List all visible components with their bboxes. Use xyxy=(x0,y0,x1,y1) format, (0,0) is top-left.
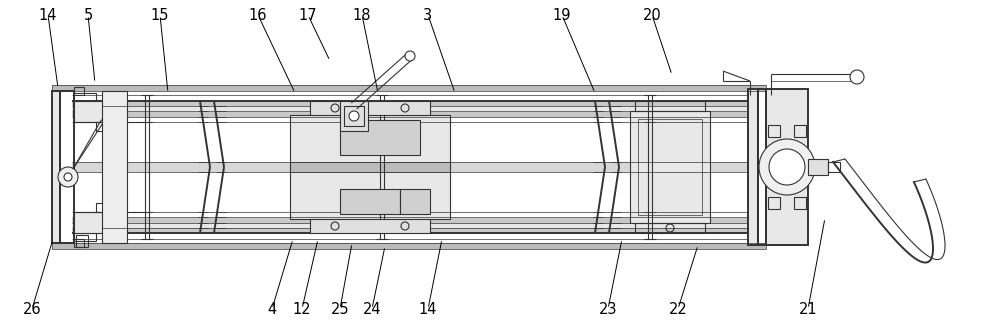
Bar xyxy=(808,159,828,175)
Bar xyxy=(96,203,114,212)
Bar xyxy=(52,85,766,91)
Bar xyxy=(290,162,450,172)
Text: 18: 18 xyxy=(353,7,371,23)
Bar xyxy=(290,115,450,219)
Text: 20: 20 xyxy=(643,7,661,23)
Bar xyxy=(52,243,766,249)
Bar xyxy=(310,101,430,115)
Text: 25: 25 xyxy=(331,301,349,317)
Bar xyxy=(74,93,96,101)
Circle shape xyxy=(349,111,359,121)
Circle shape xyxy=(759,139,815,195)
Bar xyxy=(76,235,88,247)
Circle shape xyxy=(58,167,78,187)
Bar xyxy=(74,101,114,122)
Text: 3: 3 xyxy=(423,7,433,23)
Text: 24: 24 xyxy=(363,301,381,317)
Bar xyxy=(72,228,748,233)
Text: 4: 4 xyxy=(267,301,277,317)
Bar xyxy=(748,89,758,245)
Bar xyxy=(74,87,84,95)
Bar xyxy=(768,125,780,137)
Bar xyxy=(828,162,840,172)
Bar xyxy=(635,101,705,111)
Text: 22: 22 xyxy=(669,301,687,317)
Bar xyxy=(52,91,60,243)
Text: 21: 21 xyxy=(799,301,817,317)
Text: 26: 26 xyxy=(23,301,41,317)
Bar xyxy=(344,106,364,126)
Bar xyxy=(74,239,84,247)
Bar xyxy=(638,119,702,215)
Bar xyxy=(794,197,806,209)
Bar xyxy=(52,85,766,91)
Circle shape xyxy=(850,70,864,84)
Circle shape xyxy=(64,173,72,181)
Bar xyxy=(310,219,430,233)
Text: 17: 17 xyxy=(299,7,317,23)
Bar xyxy=(766,89,808,245)
Bar xyxy=(72,112,748,117)
Bar xyxy=(102,91,127,243)
Bar xyxy=(72,162,748,172)
Bar xyxy=(400,189,430,214)
Bar xyxy=(794,125,806,137)
Circle shape xyxy=(769,149,805,185)
Bar xyxy=(340,101,368,131)
Text: 14: 14 xyxy=(419,301,437,317)
Bar xyxy=(766,89,808,245)
Bar xyxy=(758,89,766,245)
Bar xyxy=(74,212,114,233)
Text: 23: 23 xyxy=(599,301,617,317)
Bar xyxy=(340,189,400,214)
Bar xyxy=(630,111,710,223)
Bar xyxy=(72,101,748,106)
Text: 15: 15 xyxy=(151,7,169,23)
Bar xyxy=(52,243,766,249)
Text: 5: 5 xyxy=(83,7,93,23)
Bar xyxy=(630,111,710,223)
Bar xyxy=(96,122,114,131)
Bar xyxy=(768,197,780,209)
Circle shape xyxy=(405,51,415,61)
Bar xyxy=(60,91,74,243)
Text: 19: 19 xyxy=(553,7,571,23)
Bar xyxy=(72,106,748,111)
Text: 14: 14 xyxy=(39,7,57,23)
Bar xyxy=(290,115,450,219)
Bar xyxy=(74,233,96,241)
Text: 16: 16 xyxy=(249,7,267,23)
Bar xyxy=(635,223,705,233)
Bar xyxy=(72,218,748,223)
Text: 12: 12 xyxy=(293,301,311,317)
Bar xyxy=(72,223,748,228)
Bar xyxy=(340,120,420,155)
